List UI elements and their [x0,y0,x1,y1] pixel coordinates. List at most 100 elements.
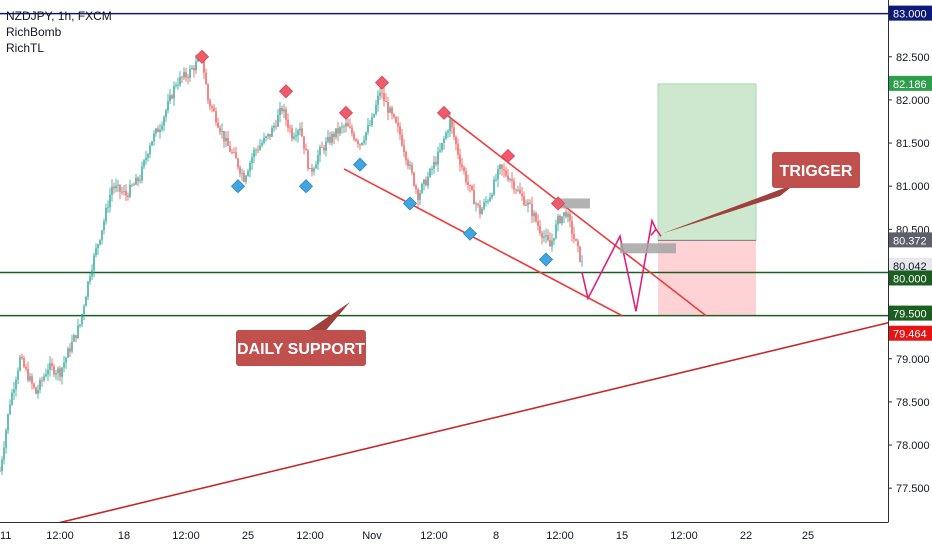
candle-body [433,161,435,169]
candle-body [377,95,379,105]
candle-body [363,140,365,143]
top-signal-marker-0[interactable] [194,49,210,64]
candle-body [389,107,391,113]
candle-body [1,459,3,472]
candle-body [379,92,381,96]
candle-body [251,157,253,163]
candle-body [295,135,297,137]
candle-body [435,161,437,165]
candle-body [479,205,481,215]
price-label-tag[interactable] [889,5,932,21]
price-label-tag[interactable] [889,257,932,273]
candle-body [211,106,213,108]
price-label-tag[interactable] [889,305,932,321]
candle-body [395,117,397,123]
candle-body [93,255,95,271]
candle-body [207,84,209,101]
candle-body [205,72,207,85]
candle-body [203,59,205,73]
time-tick-label: 12:00 [296,530,324,542]
candle-body [313,168,315,172]
price-label-text: 80.042 [893,261,927,273]
candle-body [159,129,161,133]
bottom-signal-marker-0[interactable] [230,179,246,194]
price-label-tag[interactable] [889,325,932,341]
bottom-signal-marker-2[interactable] [352,157,368,172]
ascending-trendline[interactable] [51,319,901,526]
legend-indicator-richtl[interactable]: RichTL [6,41,45,55]
candle-body [351,127,353,134]
trigger-callout-box[interactable] [772,152,860,188]
candle-body [361,142,363,145]
candle-body [81,314,83,325]
candle-body [27,368,29,381]
bottom-signal-marker-1[interactable] [298,179,314,194]
candle-body [73,335,75,342]
chart-legend: NZDJPY, 1h, FXCM RichBomb RichTL [6,8,112,56]
bottom-signal-marker-5[interactable] [538,252,554,267]
candle-body [557,215,559,225]
candle-body [575,238,577,241]
candle-body [253,149,255,158]
candle-body [447,131,449,133]
price-label-tag[interactable] [889,270,932,286]
candle-body [77,325,79,339]
bottom-signal-marker-4[interactable] [462,226,478,241]
top-signal-marker-5[interactable] [500,148,516,164]
candle-body [483,202,485,209]
candle-body [215,111,217,123]
candle-body [537,221,539,226]
candle-body [141,166,143,181]
price-label-tag[interactable] [889,75,932,91]
candle-body [117,184,119,186]
candle-body [181,76,183,78]
candle-body [53,366,55,375]
top-signal-marker-6[interactable] [550,196,566,211]
candle-body [403,145,405,153]
gray-marker-1[interactable] [620,243,676,254]
candle-body [345,123,347,127]
candle-body [221,130,223,132]
top-signal-marker-2[interactable] [338,105,354,120]
price-label-tag[interactable] [889,232,932,248]
candle-body [467,181,469,185]
candle-body [97,244,99,249]
channel-upper-line[interactable] [443,112,707,317]
candle-body [401,134,403,146]
top-signal-marker-1[interactable] [278,84,294,99]
candle-body [513,180,515,190]
candle-body [165,110,167,118]
candle-body [51,363,53,367]
candle-body [417,189,419,200]
bottom-signal-marker-3[interactable] [402,196,418,211]
candle-body [307,150,309,169]
candle-body [387,102,389,113]
projection-path[interactable] [581,218,657,312]
top-signal-marker-3[interactable] [374,75,390,90]
candle-body [477,203,479,206]
channel-lower-line[interactable] [343,168,623,317]
price-label-text: 80.372 [893,235,927,247]
candle-body [243,172,245,182]
candle-body [501,164,503,169]
candle-body [319,147,321,156]
time-axis-pane[interactable] [0,522,932,550]
daily-support-callout-box[interactable] [236,330,366,366]
legend-symbol[interactable]: NZDJPY, 1h, FXCM [6,9,112,23]
candle-body [525,204,527,206]
candle-body [415,185,417,190]
top-signal-marker-4[interactable] [436,105,452,120]
candle-body [237,158,239,168]
gray-marker-0[interactable] [558,198,590,209]
candle-body [99,239,101,245]
candle-body [421,184,423,193]
candle-body [461,164,463,168]
candle-body [493,179,495,195]
legend-indicator-richbomb[interactable]: RichBomb [6,25,62,39]
take-profit-zone[interactable] [657,83,757,241]
candle-body [539,225,541,234]
candle-body [259,145,261,150]
candle-body [95,248,97,256]
candle-body [443,138,445,144]
